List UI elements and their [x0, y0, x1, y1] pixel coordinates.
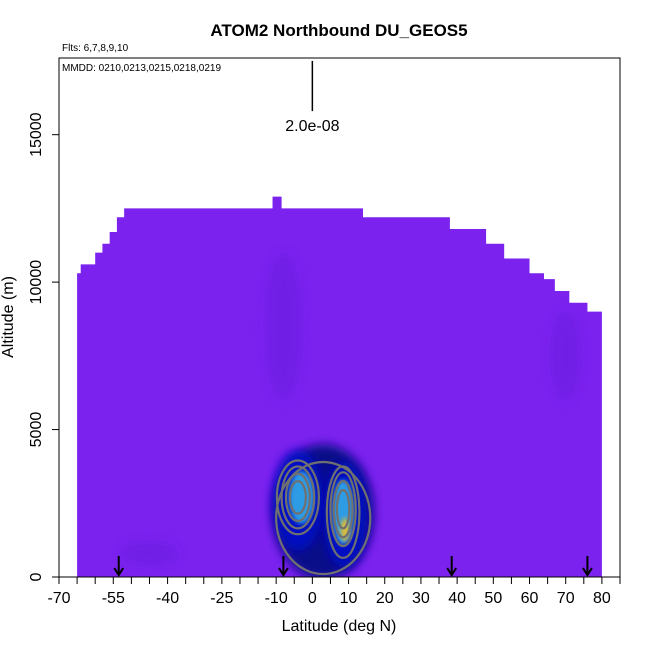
concentration-blob-8	[551, 311, 581, 401]
y-axis-label: Altitude (m)	[0, 276, 17, 358]
contour-line-5	[332, 480, 354, 539]
x-tick-label-10: 50	[484, 590, 502, 607]
profile-arrow-3	[582, 556, 593, 577]
flights-label: Flts: 6,7,8,9,10	[62, 43, 129, 54]
scale-bar-label: 2.0e-08	[285, 118, 339, 135]
y-axis: 0 5000 10000 15000	[28, 112, 59, 581]
contour-line-0	[288, 480, 307, 515]
plot-frame	[58, 57, 621, 578]
chart-title: ATOM2 Northbound DU_GEOS5	[210, 21, 467, 40]
concentration-blob-7	[265, 252, 302, 401]
contour-line-1	[284, 472, 311, 523]
dust-contours	[275, 459, 372, 576]
x-axis-label: Latitude (deg N)	[282, 618, 397, 635]
profile-arrow-2	[446, 556, 458, 577]
profile-arrow-head-0	[113, 567, 125, 577]
x-tick-label-4: -10	[265, 590, 288, 607]
y-tick-label-2: 10000	[28, 260, 45, 305]
x-tick-label-2: -40	[156, 590, 179, 607]
x-tick-label-13: 80	[593, 590, 611, 607]
contour-line-4	[335, 488, 351, 530]
x-tick-label-8: 30	[412, 590, 430, 607]
x-tick-label-12: 70	[557, 590, 575, 607]
x-axis: -70 -55 -40 -25 -10 0 10 20 30 40 50 60 70 80	[47, 577, 621, 607]
x-tick-label-3: -25	[210, 590, 233, 607]
dust-field	[77, 196, 602, 577]
x-tick-label-11: 60	[521, 590, 539, 607]
profile-arrow-0	[113, 556, 125, 577]
contour-line-2	[280, 465, 316, 530]
scale-bar: 2.0e-08	[285, 60, 340, 135]
contour-line-6	[329, 471, 357, 548]
profile-arrow-head-1	[278, 567, 289, 577]
x-tick-label-0: -70	[47, 590, 70, 607]
profile-arrows	[113, 556, 593, 577]
dates-label: MMDD: 0210,0213,0215,0218,0219	[62, 63, 221, 74]
y-tick-label-3: 15000	[28, 112, 45, 157]
y-tick-label-0: 0	[28, 572, 45, 581]
profile-arrow-1	[278, 556, 289, 577]
x-tick-label-5: 0	[308, 590, 317, 607]
y-tick-label-1: 5000	[28, 412, 45, 448]
x-tick-label-7: 20	[376, 590, 394, 607]
x-tick-label-9: 40	[448, 590, 466, 607]
contour-line-8	[275, 460, 372, 576]
profile-arrow-head-2	[446, 567, 458, 577]
x-tick-label-6: 10	[340, 590, 358, 607]
plot-area	[77, 196, 602, 577]
contour-line-3	[275, 459, 320, 536]
x-tick-label-1: -55	[102, 590, 125, 607]
concentration-blob-6	[120, 541, 179, 566]
profile-arrow-head-3	[582, 567, 593, 577]
